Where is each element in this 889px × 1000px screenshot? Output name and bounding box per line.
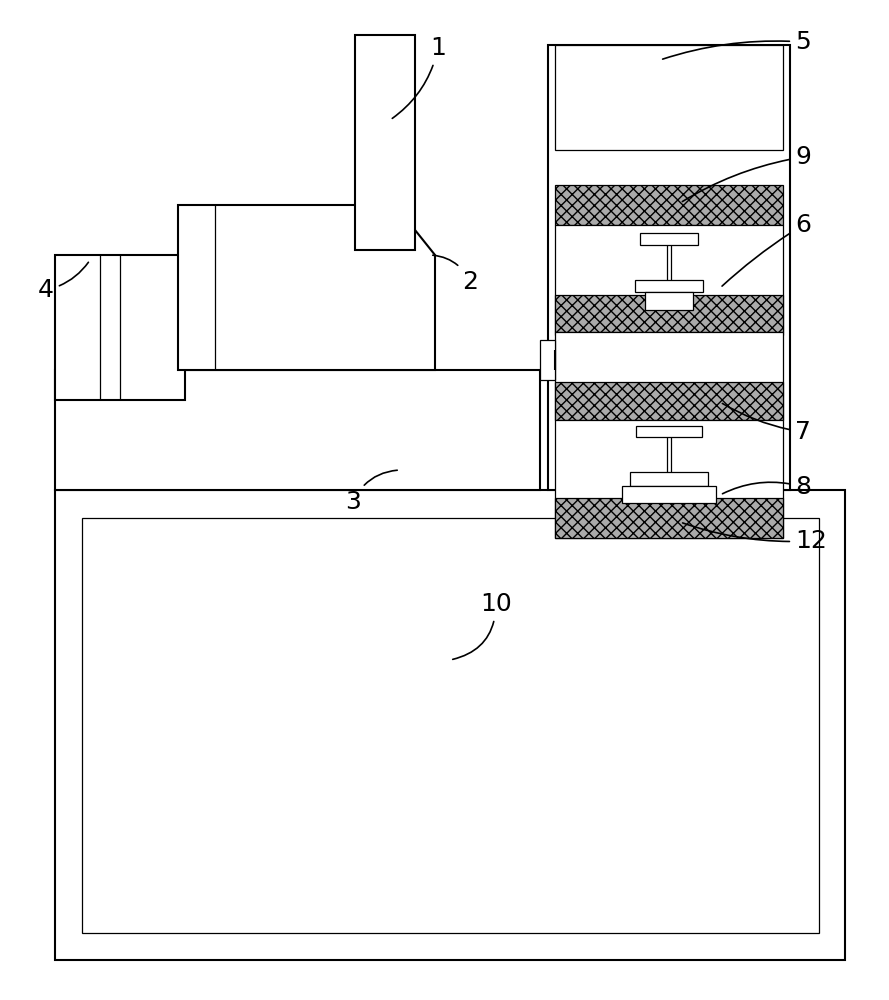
Bar bbox=[640, 233, 698, 245]
Text: 9: 9 bbox=[683, 145, 811, 202]
Bar bbox=[555, 498, 783, 538]
Bar bbox=[82, 518, 819, 933]
Bar bbox=[636, 426, 702, 437]
Bar bbox=[540, 340, 555, 380]
Bar bbox=[555, 332, 783, 420]
Bar bbox=[355, 35, 415, 250]
Text: 2: 2 bbox=[433, 255, 478, 294]
Bar bbox=[555, 295, 783, 332]
Text: 12: 12 bbox=[683, 523, 827, 553]
Bar bbox=[622, 486, 716, 503]
Bar bbox=[555, 420, 783, 538]
Text: 6: 6 bbox=[722, 213, 811, 286]
Text: 5: 5 bbox=[662, 30, 811, 59]
Bar bbox=[55, 490, 845, 960]
Bar bbox=[645, 292, 693, 310]
Bar bbox=[555, 225, 783, 335]
Bar bbox=[635, 280, 703, 292]
Bar bbox=[555, 382, 783, 420]
Bar bbox=[555, 185, 783, 225]
Text: 3: 3 bbox=[345, 470, 397, 514]
Text: 10: 10 bbox=[453, 592, 512, 659]
Text: 8: 8 bbox=[723, 475, 811, 499]
Text: 4: 4 bbox=[38, 262, 88, 302]
Bar bbox=[555, 45, 783, 150]
Bar bbox=[55, 370, 540, 490]
Text: 1: 1 bbox=[392, 36, 446, 118]
Bar bbox=[630, 472, 708, 486]
Bar bbox=[55, 255, 185, 400]
Bar bbox=[548, 45, 790, 490]
Polygon shape bbox=[178, 205, 435, 370]
Text: 7: 7 bbox=[723, 403, 811, 444]
